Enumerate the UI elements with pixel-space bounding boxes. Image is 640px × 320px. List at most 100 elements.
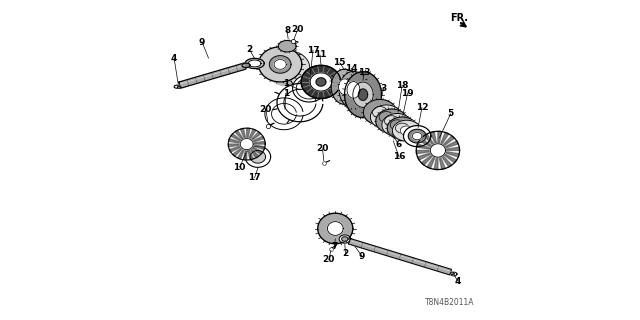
Polygon shape [438,150,452,167]
Polygon shape [316,78,326,86]
Polygon shape [416,150,438,154]
Polygon shape [417,150,438,160]
Polygon shape [246,136,264,144]
Polygon shape [237,144,246,159]
Text: 20: 20 [323,255,335,264]
Polygon shape [430,144,445,157]
Polygon shape [419,138,438,150]
Polygon shape [246,144,265,149]
Polygon shape [364,100,396,125]
Text: 2: 2 [342,250,349,259]
Polygon shape [438,150,445,169]
Text: 7: 7 [331,242,337,251]
Polygon shape [403,125,431,147]
Polygon shape [246,141,265,144]
Polygon shape [417,144,438,150]
Text: 20: 20 [316,144,329,153]
Text: 17: 17 [307,45,319,55]
Polygon shape [245,58,264,68]
Polygon shape [438,150,460,157]
Text: 19: 19 [401,89,414,98]
Polygon shape [246,128,250,144]
Polygon shape [382,114,412,136]
Polygon shape [230,134,246,144]
Polygon shape [438,141,458,150]
Text: 5: 5 [447,109,454,118]
Polygon shape [278,41,296,52]
Polygon shape [421,150,438,165]
Polygon shape [265,98,303,130]
Polygon shape [241,128,246,144]
Polygon shape [379,112,394,123]
Text: 11: 11 [314,50,326,59]
Polygon shape [240,139,253,150]
Polygon shape [348,238,451,275]
Polygon shape [246,144,263,154]
Text: T8N4B2011A: T8N4B2011A [425,298,474,307]
Polygon shape [434,150,438,170]
Polygon shape [438,150,457,163]
Polygon shape [331,69,358,104]
Polygon shape [243,144,246,160]
Polygon shape [248,60,261,67]
Polygon shape [274,60,286,69]
Polygon shape [246,144,259,158]
Polygon shape [438,136,454,150]
Text: 9: 9 [199,38,205,47]
Polygon shape [228,128,265,160]
Polygon shape [259,47,295,86]
Polygon shape [372,107,387,118]
Polygon shape [376,109,408,133]
Polygon shape [385,116,399,127]
Text: 10: 10 [234,163,246,172]
Polygon shape [269,56,291,73]
Polygon shape [438,131,442,150]
Text: 8: 8 [284,27,291,36]
Polygon shape [246,132,261,144]
Polygon shape [301,65,340,99]
Polygon shape [266,51,310,86]
Polygon shape [358,89,367,100]
Polygon shape [392,120,421,141]
Polygon shape [451,272,454,275]
Text: 15: 15 [333,58,346,67]
Text: 12: 12 [416,103,428,112]
Polygon shape [232,144,246,156]
Polygon shape [310,73,332,91]
Polygon shape [179,63,246,88]
Polygon shape [412,132,422,140]
Polygon shape [245,146,271,167]
Text: 4: 4 [171,53,177,62]
Text: 1: 1 [283,89,289,98]
Polygon shape [431,132,438,150]
Polygon shape [424,134,438,150]
Polygon shape [259,47,302,82]
Text: 3: 3 [381,84,387,93]
Polygon shape [438,132,449,150]
Text: 13: 13 [358,68,370,77]
Polygon shape [408,129,426,143]
Polygon shape [292,75,326,102]
Polygon shape [396,123,409,133]
Polygon shape [400,126,413,135]
Text: 17: 17 [248,173,261,182]
Polygon shape [353,82,373,107]
Polygon shape [339,235,351,243]
Polygon shape [235,130,246,144]
Text: 4: 4 [454,276,461,285]
Polygon shape [318,213,353,244]
Text: 9: 9 [359,252,365,261]
Polygon shape [416,131,460,170]
Polygon shape [451,272,457,276]
Text: 20: 20 [260,105,272,114]
Polygon shape [342,237,348,241]
Polygon shape [328,222,343,236]
Text: FR.: FR. [450,13,468,23]
Text: 20: 20 [291,25,304,34]
Text: 1: 1 [283,79,289,88]
Text: 6: 6 [396,140,402,149]
Polygon shape [277,84,323,122]
Polygon shape [246,129,256,144]
Polygon shape [228,139,246,144]
Polygon shape [371,105,402,129]
